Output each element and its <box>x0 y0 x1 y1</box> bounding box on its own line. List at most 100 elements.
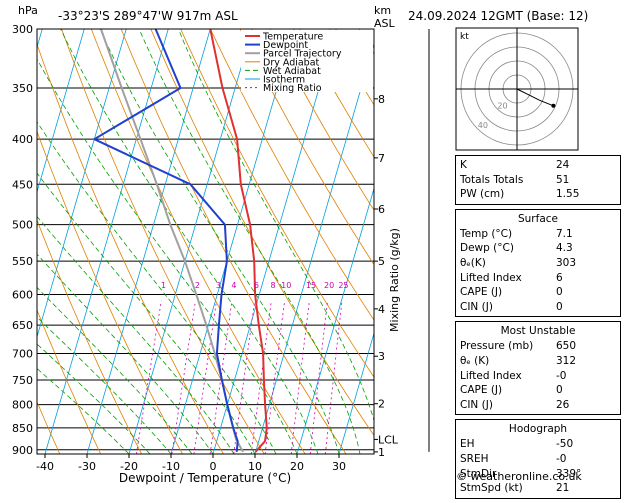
info-row: θₑ(K)303 <box>460 256 616 271</box>
pressure-tick-label: 550 <box>12 255 33 268</box>
info-label: CAPE (J) <box>460 285 502 300</box>
info-value: 1.55 <box>556 187 616 202</box>
info-row: K 24 <box>460 158 616 173</box>
mixing-ratio-label: 8 <box>271 281 276 290</box>
info-value: 24 <box>556 158 616 173</box>
copyright: © weatheronline.co.uk <box>456 470 582 483</box>
location-title: -33°23'S 289°47'W 917m ASL <box>58 9 238 23</box>
info-value: -0 <box>556 452 616 467</box>
dry-adiabat-line <box>30 23 224 454</box>
info-row: Lifted Index -0 <box>460 369 616 384</box>
hpa-label: hPa <box>18 4 38 17</box>
info-value: 0 <box>556 383 616 398</box>
legend-item: Mixing Ratio <box>263 83 322 94</box>
info-label: Lifted Index <box>460 369 522 384</box>
pressure-tick-label: 750 <box>12 374 33 387</box>
pressure-tick-label: 450 <box>12 178 33 191</box>
info-value: 0 <box>556 300 616 315</box>
info-value: 0 <box>556 285 616 300</box>
info-value: -50 <box>556 437 616 452</box>
mixing-ratio-label: 25 <box>338 281 348 290</box>
info-label: θₑ(K) <box>460 256 486 271</box>
most-unstable-title: Most Unstable <box>460 324 616 339</box>
datetime-title: 24.09.2024 12GMT (Base: 12) <box>408 9 588 23</box>
wet-adiabat-line <box>0 23 234 454</box>
mixing-ratio-axis-label: Mixing Ratio (g/kg) <box>388 228 401 332</box>
info-value: -0 <box>556 369 616 384</box>
pressure-tick-label: 900 <box>12 444 33 457</box>
mixing-ratio-label: 15 <box>306 281 316 290</box>
info-label: Lifted Index <box>460 271 522 286</box>
km-tick-label: 2 <box>378 398 385 411</box>
info-value: 6 <box>556 271 616 286</box>
info-label: CAPE (J) <box>460 383 502 398</box>
temp-tick-label: -30 <box>78 460 96 473</box>
hodograph-ring-label: 20 <box>497 102 507 111</box>
info-row: CIN (J) 0 <box>460 300 616 315</box>
info-value: 4.3 <box>556 241 616 256</box>
info-row: StmSpd (kt) 21 <box>460 481 616 496</box>
info-row: CAPE (J) 0 <box>460 383 616 398</box>
mixing-ratio-label: 6 <box>254 281 259 290</box>
mixing-ratio-line <box>234 301 255 454</box>
info-value: 21 <box>556 481 616 496</box>
info-row: θₑ (K)312 <box>460 354 616 369</box>
mixing-ratio-label: 3 <box>216 281 221 290</box>
info-row: Dewp (°C)4.3 <box>460 241 616 256</box>
info-value: 312 <box>556 354 616 369</box>
pressure-tick-label: 400 <box>12 133 33 146</box>
info-label: Pressure (mb) <box>460 339 533 354</box>
temp-tick-label: 30 <box>332 460 346 473</box>
info-label: K <box>460 158 467 173</box>
surface-title: Surface <box>460 212 616 227</box>
dewpoint-line <box>94 29 237 452</box>
km-tick-label: 5 <box>378 255 385 268</box>
info-row: EH -50 <box>460 437 616 452</box>
info-label: Temp (°C) <box>460 227 512 242</box>
km-tick-label: 7 <box>378 152 385 165</box>
km-tick-label: 6 <box>378 203 385 216</box>
info-value: 7.1 <box>556 227 616 242</box>
mixing-ratio-label: 4 <box>231 281 236 290</box>
info-label: EH <box>460 437 475 452</box>
wet-adiabat-line <box>0 23 276 454</box>
pressure-tick-label: 300 <box>12 23 33 36</box>
wet-adiabat-line <box>0 23 255 454</box>
info-value: 650 <box>556 339 616 354</box>
km-tick-label: LCL <box>378 433 399 446</box>
info-value: 26 <box>556 398 616 413</box>
mixing-ratio-label: 10 <box>281 281 291 290</box>
hodograph-kt-label: kt <box>460 32 469 42</box>
temp-tick-label: 20 <box>290 460 304 473</box>
info-row: Lifted Index 6 <box>460 271 616 286</box>
isotherm-line <box>129 29 252 454</box>
mixing-ratio-line <box>325 301 342 454</box>
info-row: SREH -0 <box>460 452 616 467</box>
km-tick-label: 1 <box>378 446 385 459</box>
asl-label: ASL <box>374 17 396 30</box>
info-label: CIN (J) <box>460 300 493 315</box>
mixing-ratio-label: 2 <box>195 281 200 290</box>
temp-tick-label: -40 <box>36 460 54 473</box>
pressure-tick-label: 350 <box>12 82 33 95</box>
info-row: Pressure (mb) 650 <box>460 339 616 354</box>
pressure-tick-label: 700 <box>12 348 33 361</box>
x-axis-label: Dewpoint / Temperature (°C) <box>119 471 291 485</box>
info-label: PW (cm) <box>460 187 504 202</box>
info-label: StmSpd (kt) <box>460 481 523 496</box>
info-label: SREH <box>460 452 489 467</box>
plot-frame <box>37 29 374 454</box>
pressure-tick-label: 500 <box>12 219 33 232</box>
km-tick-label: 4 <box>378 303 385 316</box>
info-row: CAPE (J) 0 <box>460 285 616 300</box>
km-tick-label: 8 <box>378 93 385 106</box>
info-label: Totals Totals <box>460 173 523 188</box>
info-row: CIN (J)26 <box>460 398 616 413</box>
info-row: PW (cm) 1.55 <box>460 187 616 202</box>
